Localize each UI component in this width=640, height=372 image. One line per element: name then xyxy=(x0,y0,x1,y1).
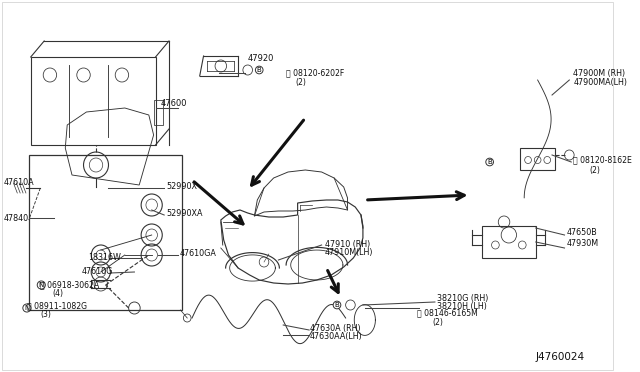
Text: N: N xyxy=(24,305,29,311)
Text: B: B xyxy=(335,302,339,308)
Text: 38210H (LH): 38210H (LH) xyxy=(437,302,486,311)
Text: Ⓝ 06918-3062A: Ⓝ 06918-3062A xyxy=(40,280,99,289)
Text: Ⓑ 08146-6165M: Ⓑ 08146-6165M xyxy=(417,308,477,317)
Text: 47650B: 47650B xyxy=(566,228,597,237)
Text: Ⓝ 08911-1082G: Ⓝ 08911-1082G xyxy=(27,301,87,310)
Text: J4760024: J4760024 xyxy=(536,352,585,362)
Bar xyxy=(31,57,156,145)
Text: 47920: 47920 xyxy=(248,54,274,62)
Text: (2): (2) xyxy=(589,166,600,174)
Text: 47900MA(LH): 47900MA(LH) xyxy=(573,77,627,87)
Text: (3): (3) xyxy=(40,310,51,319)
Text: 38210G (RH): 38210G (RH) xyxy=(437,294,488,302)
Bar xyxy=(520,148,555,170)
Text: 47930M: 47930M xyxy=(566,240,598,248)
Text: 52990X: 52990X xyxy=(166,182,197,190)
Text: 52990XA: 52990XA xyxy=(166,208,203,218)
Text: N: N xyxy=(38,282,44,288)
Text: 47900M (RH): 47900M (RH) xyxy=(573,68,625,77)
Bar xyxy=(482,226,536,258)
Text: 47600: 47600 xyxy=(161,99,187,108)
Text: 47630A (RH): 47630A (RH) xyxy=(310,324,361,333)
Text: 47910M(LH): 47910M(LH) xyxy=(324,248,373,257)
Text: B: B xyxy=(487,159,492,165)
Text: (4): (4) xyxy=(53,289,64,298)
Text: 47610GA: 47610GA xyxy=(180,250,216,259)
Text: 47610G: 47610G xyxy=(82,267,113,276)
Text: B: B xyxy=(257,67,262,73)
Text: 47630AA(LH): 47630AA(LH) xyxy=(310,333,363,341)
Text: (2): (2) xyxy=(296,77,307,87)
Bar xyxy=(29,155,182,310)
Text: (2): (2) xyxy=(432,318,443,327)
Text: Ⓑ 08120-8162E: Ⓑ 08120-8162E xyxy=(573,155,632,164)
Text: 18316W: 18316W xyxy=(88,253,121,263)
Text: 47840: 47840 xyxy=(4,214,29,222)
Text: 47910 (RH): 47910 (RH) xyxy=(324,240,370,248)
Text: Ⓑ 08120-6202F: Ⓑ 08120-6202F xyxy=(286,68,344,77)
Text: 47610A: 47610A xyxy=(4,177,35,186)
Bar xyxy=(154,100,163,125)
